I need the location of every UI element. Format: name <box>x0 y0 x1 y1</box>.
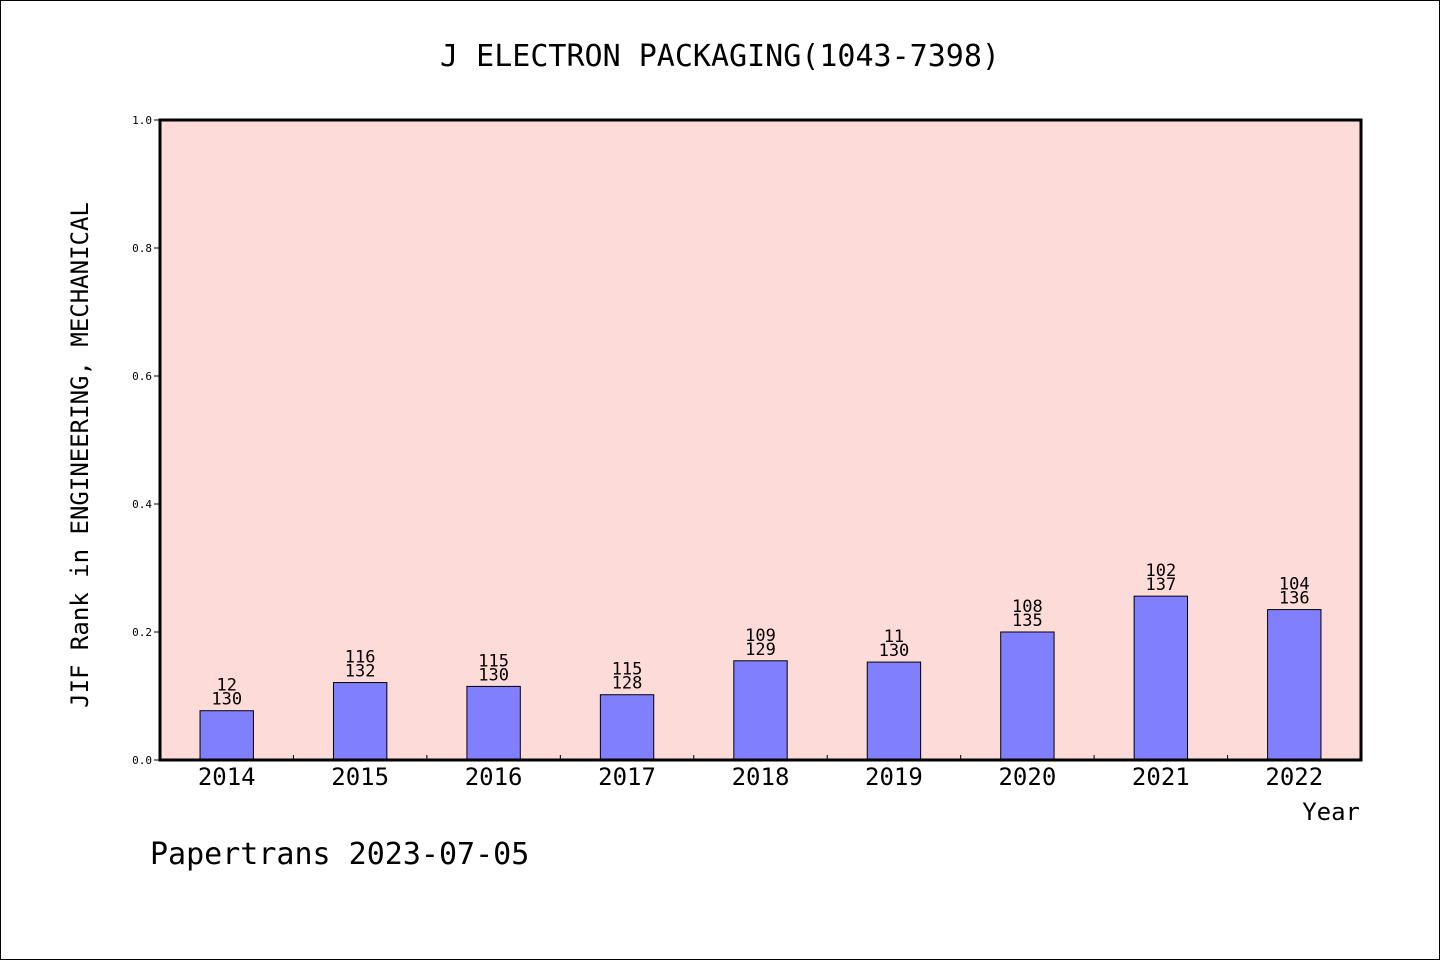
bars-layer <box>199 595 1322 761</box>
bar-label-bottom-2019: 130 <box>879 641 910 661</box>
x-tick-label-2016: 2016 <box>465 763 523 791</box>
bar-2014 <box>199 710 254 761</box>
bar-2021 <box>1133 595 1189 761</box>
bar-label-bottom-2021: 137 <box>1145 575 1176 595</box>
y-tick-label: 1.0 <box>132 114 152 127</box>
x-tick-label-2015: 2015 <box>331 763 389 791</box>
x-tick-label-2022: 2022 <box>1265 763 1323 791</box>
x-tick-label-2014: 2014 <box>198 763 256 791</box>
bar-2018 <box>733 660 788 761</box>
bar-label-bottom-2022: 136 <box>1279 589 1310 609</box>
bar-2020 <box>1000 631 1055 761</box>
bar-2016 <box>466 685 521 761</box>
bar-label-top-2019: 11 <box>884 627 904 647</box>
x-tick-label-2020: 2020 <box>998 763 1056 791</box>
bar-2017 <box>599 694 655 761</box>
x-tick-label-2021: 2021 <box>1132 763 1190 791</box>
x-tick-label-2017: 2017 <box>598 763 656 791</box>
y-axis-title: JIF Rank in ENGINEERING, MECHANICAL <box>66 202 94 708</box>
bar-label-top-2017: 115 <box>612 660 643 680</box>
bar-label-top-2015: 116 <box>345 648 376 668</box>
y-tick-label: 0.6 <box>132 370 152 383</box>
x-tick-label-2018: 2018 <box>732 763 790 791</box>
plot-frame <box>158 118 1363 762</box>
x-axis: 2014 2015 2016 2017 2018 2019 2020 2021 2022 <box>198 755 1323 791</box>
y-axis: 0.0 0.2 0.4 0.6 0.8 1.0 <box>132 114 160 767</box>
bar-label-bottom-2014: 130 <box>211 690 242 710</box>
bar-2019 <box>866 661 922 761</box>
footer-credit: Papertrans 2023-07-05 <box>150 837 529 872</box>
y-tick-label: 0.8 <box>132 242 152 255</box>
x-axis-title: Year <box>1302 798 1360 826</box>
bar-label-bottom-2017: 128 <box>612 674 643 694</box>
bar-label-bottom-2018: 129 <box>745 640 776 660</box>
bar-label-top-2022: 104 <box>1279 575 1310 595</box>
bar-label-top-2016: 115 <box>478 651 509 671</box>
bar-2015 <box>332 682 388 761</box>
bar-label-top-2018: 109 <box>745 626 776 646</box>
chart-title: J ELECTRON PACKAGING(1043-7398) <box>440 39 1000 74</box>
bar-label-bottom-2015: 132 <box>345 662 376 682</box>
bar-label-top-2020: 108 <box>1012 597 1043 617</box>
bar-label-top-2014: 12 <box>216 676 236 696</box>
bar-label-top-2021: 102 <box>1145 561 1176 581</box>
bar-2022 <box>1267 609 1322 761</box>
y-tick-label: 0.0 <box>132 754 152 767</box>
y-tick-label: 0.4 <box>132 498 152 511</box>
y-tick-label: 0.2 <box>132 626 152 639</box>
bar-label-bottom-2020: 135 <box>1012 611 1043 631</box>
bar-label-bottom-2016: 130 <box>478 665 509 685</box>
x-tick-label-2019: 2019 <box>865 763 923 791</box>
